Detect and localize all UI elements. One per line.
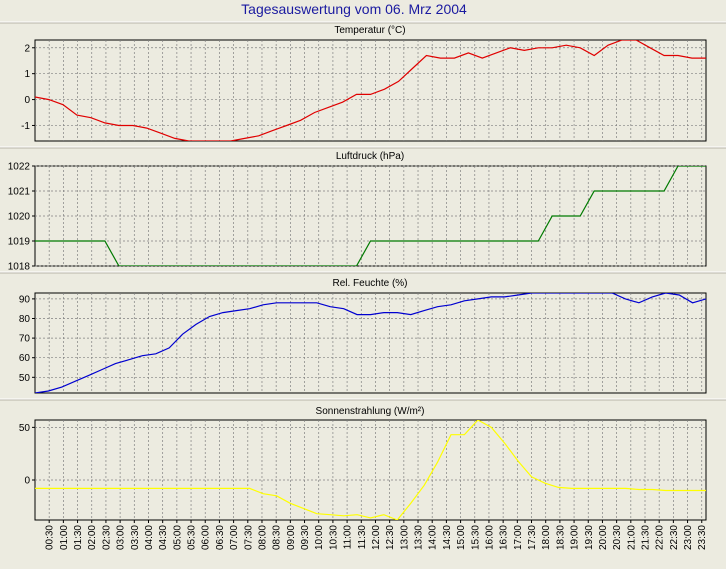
x-tick-label: 15:00 xyxy=(456,525,467,550)
x-tick-label: 08:30 xyxy=(272,525,283,550)
x-tick-label: 01:30 xyxy=(73,525,84,550)
x-tick-label: 18:30 xyxy=(555,525,566,550)
x-tick-label: 14:30 xyxy=(442,525,453,550)
charts-layer: Temperatur (°C) -1 0 1 2 Luftdruck (hPa) 1018 1… xyxy=(0,21,726,521)
y-tick-label: 60 xyxy=(19,353,31,364)
x-tick-label: 23:00 xyxy=(683,525,694,550)
x-tick-label: 12:30 xyxy=(385,525,396,550)
x-tick-label: 11:30 xyxy=(357,525,368,550)
x-tick-label: 07:30 xyxy=(243,525,254,550)
y-tick-label: 1 xyxy=(24,69,30,80)
y-tick-label: 1020 xyxy=(8,212,31,223)
x-tick-label: 03:30 xyxy=(130,525,141,550)
x-tick-label: 03:00 xyxy=(116,525,127,550)
x-tick-label: 05:30 xyxy=(187,525,198,550)
page-title: Tagesauswertung vom 06. Mrz 2004 xyxy=(241,1,467,17)
x-tick-label: 09:00 xyxy=(286,525,297,550)
plot-area xyxy=(34,39,707,142)
x-tick-label: 02:00 xyxy=(87,525,98,550)
plot-area xyxy=(34,419,707,521)
x-axis: 00:30 01:00 01:30 02:00 02:30 03:00 03:30 04:00… xyxy=(45,520,708,550)
x-tick-label: 17:00 xyxy=(513,525,524,550)
x-tick-label: 02:30 xyxy=(101,525,112,550)
x-tick-label: 21:00 xyxy=(626,525,637,550)
y-tick-label: 0 xyxy=(24,95,30,106)
x-tick-label: 19:30 xyxy=(584,525,595,550)
x-tick-label: 01:00 xyxy=(59,525,70,550)
y-tick-label: 2 xyxy=(24,43,30,54)
x-tick-label: 16:00 xyxy=(484,525,495,550)
y-tick-label: 1022 xyxy=(8,162,31,173)
y-tick-label: 0 xyxy=(24,476,30,487)
plot-area xyxy=(34,165,707,267)
series-line xyxy=(35,166,706,266)
x-tick-label: 00:30 xyxy=(45,525,56,550)
y-tick-label: -1 xyxy=(21,121,30,132)
x-tick-label: 10:00 xyxy=(314,525,325,550)
x-tick-label: 06:00 xyxy=(201,525,212,550)
series-line xyxy=(35,293,706,393)
y-tick-label: 90 xyxy=(19,294,31,305)
x-tick-label: 04:30 xyxy=(158,525,169,550)
x-tick-label: 22:30 xyxy=(669,525,680,550)
y-tick-label: 1018 xyxy=(8,262,31,273)
y-tick-label: 70 xyxy=(19,334,31,345)
chart-title: Sonnenstrahlung (W/m²) xyxy=(316,406,425,417)
x-tick-label: 09:30 xyxy=(300,525,311,550)
x-tick-label: 20:00 xyxy=(598,525,609,550)
x-tick-label: 15:30 xyxy=(470,525,481,550)
x-tick-label: 13:30 xyxy=(414,525,425,550)
chart-panel-3: Rel. Feuchte (%) 50 60 70 80 90 xyxy=(0,271,726,394)
x-tick-label: 04:00 xyxy=(144,525,155,550)
x-tick-label: 12:00 xyxy=(371,525,382,550)
x-tick-label: 08:00 xyxy=(257,525,268,550)
x-tick-label: 17:30 xyxy=(527,525,538,550)
chart-title: Rel. Feuchte (%) xyxy=(332,278,407,289)
x-tick-label: 10:30 xyxy=(328,525,339,550)
y-tick-label: 50 xyxy=(19,423,31,434)
chart-title: Luftdruck (hPa) xyxy=(336,151,404,162)
x-tick-label: 19:00 xyxy=(570,525,581,550)
x-tick-label: 23:30 xyxy=(697,525,708,550)
plot-area xyxy=(34,292,707,394)
y-tick-label: 1019 xyxy=(8,237,31,248)
series-line xyxy=(35,40,706,141)
x-tick-label: 22:00 xyxy=(655,525,666,550)
x-tick-label: 21:30 xyxy=(641,525,652,550)
chart-panel-2: Luftdruck (hPa) 1018 1019 1020 1021 1022 xyxy=(0,146,726,273)
chart-panel-4: Sonnenstrahlung (W/m²) 0 50 xyxy=(0,398,726,521)
x-tick-label: 05:00 xyxy=(172,525,183,550)
x-tick-label: 16:30 xyxy=(499,525,510,550)
x-tick-label: 07:00 xyxy=(229,525,240,550)
x-tick-label: 11:00 xyxy=(343,525,354,550)
series-line xyxy=(35,420,706,520)
x-tick-label: 14:00 xyxy=(428,525,439,550)
chart-title: Temperatur (°C) xyxy=(334,25,405,36)
x-tick-label: 06:30 xyxy=(215,525,226,550)
chart-panel-1: Temperatur (°C) -1 0 1 2 xyxy=(0,21,726,142)
y-tick-label: 80 xyxy=(19,314,31,325)
x-tick-label: 18:00 xyxy=(541,525,552,550)
y-tick-label: 50 xyxy=(19,373,31,384)
x-tick-label: 20:30 xyxy=(612,525,623,550)
x-tick-label: 13:00 xyxy=(399,525,410,550)
y-tick-label: 1021 xyxy=(8,187,31,198)
